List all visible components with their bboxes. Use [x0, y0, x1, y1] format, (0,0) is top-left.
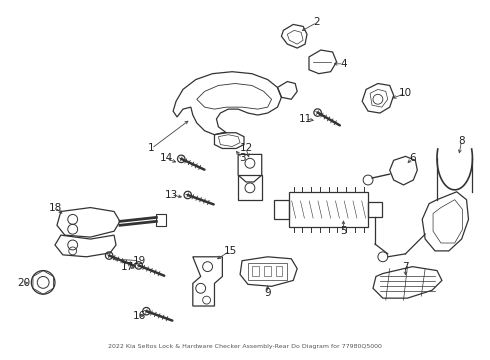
Text: 6: 6 — [409, 153, 416, 163]
Text: 14: 14 — [160, 153, 173, 163]
Text: 8: 8 — [458, 136, 465, 145]
Text: 9: 9 — [264, 288, 271, 298]
Text: 19: 19 — [133, 256, 147, 266]
Text: 7: 7 — [402, 262, 409, 272]
Text: 1: 1 — [148, 144, 155, 153]
Bar — [264, 266, 270, 275]
Text: 17: 17 — [121, 262, 134, 272]
Bar — [248, 263, 287, 280]
Text: 20: 20 — [17, 278, 30, 288]
Text: 12: 12 — [239, 144, 253, 153]
Bar — [273, 200, 289, 219]
Text: 5: 5 — [340, 226, 347, 236]
Bar — [252, 266, 259, 275]
Text: 10: 10 — [399, 88, 412, 98]
Text: 4: 4 — [340, 59, 347, 69]
Text: 3: 3 — [239, 153, 245, 163]
Text: 11: 11 — [298, 114, 312, 124]
Text: 18: 18 — [49, 203, 62, 212]
Bar — [156, 215, 166, 226]
Text: 2: 2 — [314, 18, 320, 27]
Text: 13: 13 — [165, 190, 178, 200]
Text: 16: 16 — [133, 311, 147, 321]
Text: 15: 15 — [223, 246, 237, 256]
Text: 2022 Kia Seltos Lock & Hardware Checker Assembly-Rear Do Diagram for 77980Q5000: 2022 Kia Seltos Lock & Hardware Checker … — [108, 345, 382, 349]
Bar — [368, 202, 382, 217]
Bar — [275, 266, 282, 275]
Bar — [289, 192, 368, 227]
